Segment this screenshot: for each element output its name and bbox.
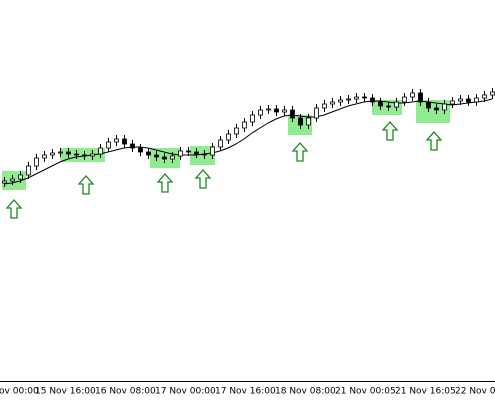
candle-body	[474, 97, 479, 103]
arrows	[5, 121, 443, 219]
candle-body	[186, 150, 191, 153]
candle-body	[426, 101, 431, 109]
x-tick-label: 17 Nov 16:00	[215, 387, 276, 397]
candle-body	[450, 100, 455, 105]
candle-body	[82, 154, 87, 157]
candle-body	[130, 143, 135, 149]
candle-body	[370, 97, 375, 103]
candle-body	[98, 147, 103, 155]
candle-body	[274, 108, 279, 113]
buy-arrow	[77, 175, 95, 195]
candle-body	[386, 105, 391, 108]
x-tick-label: 18 Nov 08:00	[275, 387, 336, 397]
candle-body	[330, 101, 335, 105]
buy-arrow	[194, 169, 212, 189]
candle-body	[90, 153, 95, 157]
candle-body	[282, 109, 287, 113]
candle-body	[490, 91, 495, 96]
x-tick-label: 16 Nov 08:00	[95, 387, 156, 397]
candle-body	[362, 96, 367, 99]
candle-body	[322, 103, 327, 109]
buy-arrow	[425, 131, 443, 151]
candle-body	[466, 98, 471, 103]
candle-body	[122, 138, 127, 145]
candle-body	[178, 150, 183, 157]
candle-body	[210, 146, 215, 156]
x-tick-label: 15 Nov 16:00	[35, 387, 96, 397]
candle-body	[138, 147, 143, 153]
candle-body	[338, 99, 343, 103]
candle-body	[114, 138, 119, 143]
candle-body	[402, 96, 407, 103]
candle-body	[18, 174, 23, 180]
candle-body	[482, 94, 487, 99]
candle-body	[258, 109, 263, 116]
candle-body	[106, 141, 111, 149]
buy-arrow	[381, 121, 399, 141]
candle-body	[170, 155, 175, 160]
candle-body	[42, 154, 47, 159]
candle-body	[442, 103, 447, 111]
candle-body	[218, 139, 223, 148]
candle-body	[290, 109, 295, 119]
candle-body	[74, 153, 79, 156]
x-tick-label: 21 Nov 00:05	[335, 387, 396, 397]
candle-body	[154, 154, 159, 158]
candle-body	[58, 151, 63, 154]
candle-body	[458, 98, 463, 102]
x-tick-label: 15 Nov 00:00	[0, 387, 39, 397]
candle-body	[346, 98, 351, 101]
buy-arrow	[5, 199, 23, 219]
x-tick-label: 22 Nov 08:00	[455, 387, 495, 397]
signal-zone	[416, 100, 450, 123]
candle-body	[50, 152, 55, 156]
candle-body	[434, 107, 439, 111]
candle-body	[146, 151, 151, 156]
candle-body	[242, 121, 247, 129]
candle-body	[418, 92, 423, 103]
buy-arrow	[291, 142, 309, 162]
candle-body	[202, 153, 207, 156]
candle-body	[234, 127, 239, 135]
candle-body	[34, 157, 39, 167]
candle-body	[378, 101, 383, 107]
candle-body	[10, 178, 15, 182]
candle-body	[194, 151, 199, 155]
candle-body	[314, 107, 319, 119]
x-tick-label: 21 Nov 16:05	[395, 387, 456, 397]
candle-body	[354, 96, 359, 100]
candle-body	[162, 156, 167, 160]
candle-body	[250, 114, 255, 123]
candle-body	[394, 101, 399, 108]
candle-body	[410, 92, 415, 98]
candle-body	[26, 165, 31, 176]
candle-body	[306, 117, 311, 126]
buy-arrow	[156, 173, 174, 193]
candle-body	[226, 133, 231, 141]
candle-body	[66, 151, 71, 155]
candle-body	[298, 117, 303, 126]
candle-body	[266, 108, 271, 111]
candle-body	[2, 180, 7, 184]
x-tick-label: 17 Nov 00:00	[155, 387, 216, 397]
